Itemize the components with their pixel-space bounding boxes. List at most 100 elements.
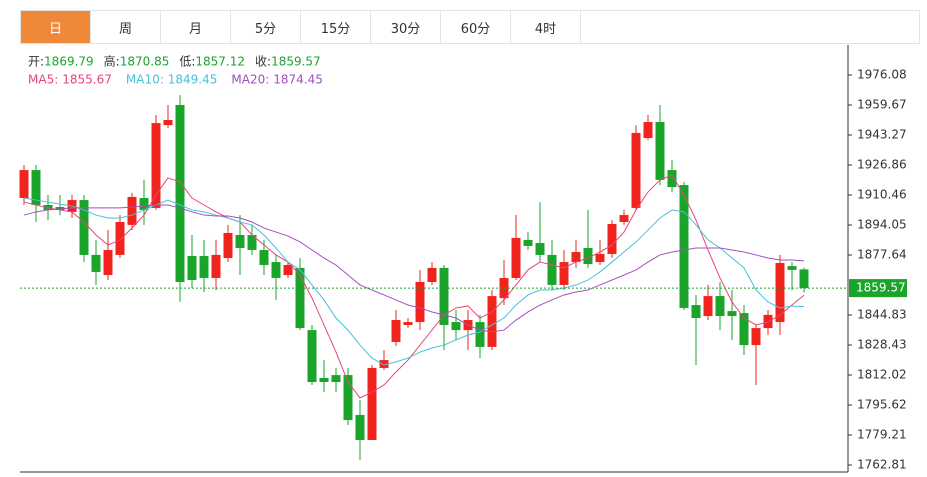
candle-body xyxy=(631,132,641,208)
candle-body xyxy=(607,224,617,255)
candle-body xyxy=(343,375,353,421)
candle-body xyxy=(751,328,761,346)
y-tick-label: 1828.43 xyxy=(857,338,907,352)
candle-body xyxy=(187,256,197,280)
y-tick-label: 1795.62 xyxy=(857,398,907,412)
legend-label: MA10: xyxy=(126,73,164,87)
legend-value: 1855.67 xyxy=(62,73,112,87)
candle-body xyxy=(739,313,749,346)
last-price-label: 1859.57 xyxy=(856,281,906,295)
candle-body xyxy=(79,200,89,255)
legend-label: MA20: xyxy=(231,73,269,87)
candle-body xyxy=(319,378,329,383)
legend-value: 1874.45 xyxy=(273,73,323,87)
candle-body xyxy=(703,296,713,317)
candle-body xyxy=(295,267,305,329)
period-tab[interactable]: 月 xyxy=(161,11,231,43)
candle-body xyxy=(199,256,209,278)
ohlc-value: 1859.57 xyxy=(271,55,321,69)
candle-body xyxy=(619,215,629,223)
candle-body xyxy=(367,367,377,440)
candle-body xyxy=(691,305,701,319)
candle-body xyxy=(247,234,257,250)
candle-body xyxy=(559,262,569,285)
y-tick-label: 1877.64 xyxy=(857,248,907,262)
candle-body xyxy=(439,267,449,325)
candle-body xyxy=(91,254,101,272)
period-tab[interactable]: 4时 xyxy=(511,11,581,43)
candle-body xyxy=(523,239,533,246)
ohlc-value: 1870.85 xyxy=(120,55,170,69)
legend-label: MA5: xyxy=(28,73,58,87)
candle-body xyxy=(571,251,581,263)
candle-body xyxy=(307,330,317,383)
candle-body xyxy=(331,375,341,383)
candle-body xyxy=(151,123,161,208)
candle-body xyxy=(127,196,137,225)
candle-body xyxy=(175,104,185,282)
ma-line xyxy=(23,204,805,333)
candle-body xyxy=(475,322,485,347)
candle-body xyxy=(451,322,461,331)
last-price-box xyxy=(849,279,907,298)
y-tick-label: 1976.08 xyxy=(857,68,907,82)
candle-body xyxy=(271,262,281,278)
candle-body xyxy=(487,296,497,347)
ohlc-value: 1869.79 xyxy=(44,55,94,69)
candle-body xyxy=(427,267,437,282)
candle-body xyxy=(595,254,605,263)
tab-bar: 日周月 5分 15分 30分 60分 4时 xyxy=(20,10,920,44)
candle-body xyxy=(655,121,665,180)
y-tick-label: 1844.83 xyxy=(857,308,907,322)
candle-body xyxy=(103,249,113,276)
period-tab[interactable]: 5分 xyxy=(231,11,301,43)
y-tick-label: 1812.02 xyxy=(857,368,907,382)
candle-body xyxy=(415,281,425,323)
candle-body xyxy=(379,360,389,368)
y-tick-label: 1943.27 xyxy=(857,128,907,142)
period-tab[interactable]: 60分 xyxy=(441,11,511,43)
candle-body xyxy=(211,254,221,278)
candle-body xyxy=(259,249,269,265)
y-tick-label: 1779.21 xyxy=(857,428,907,442)
ohlc-label: 低: xyxy=(179,55,195,69)
candle-body xyxy=(799,269,809,289)
ohlc-value: 1857.12 xyxy=(195,55,245,69)
candle-body xyxy=(403,322,413,325)
candle-body xyxy=(163,119,173,126)
candle-body xyxy=(715,296,725,317)
candle-body xyxy=(235,234,245,248)
candle-body xyxy=(679,185,689,308)
y-tick-label: 1959.67 xyxy=(857,98,907,112)
candle-body xyxy=(547,254,557,285)
candle-body xyxy=(223,232,233,259)
candle-body xyxy=(727,311,737,317)
candle-body xyxy=(355,414,365,440)
candle-body xyxy=(55,207,65,210)
y-tick-label: 1910.46 xyxy=(857,188,907,202)
candle-body xyxy=(19,170,29,199)
candle-body xyxy=(391,320,401,342)
y-tick-label: 1762.81 xyxy=(857,458,907,472)
ohlc-label: 高: xyxy=(104,54,120,69)
candle-body xyxy=(139,198,149,210)
candle-body xyxy=(511,237,521,278)
ma-line xyxy=(23,197,805,366)
candle-body xyxy=(31,170,41,205)
candle-body xyxy=(115,222,125,255)
ohlc-label: 收: xyxy=(255,55,271,69)
legend-value: 1849.45 xyxy=(168,73,218,87)
candle-body xyxy=(775,262,785,323)
y-tick-label: 1894.05 xyxy=(857,218,907,232)
period-tab[interactable]: 30分 xyxy=(371,11,441,43)
period-tab[interactable]: 周 xyxy=(91,11,161,43)
y-tick-label: 1926.86 xyxy=(857,158,907,172)
period-tab[interactable]: 15分 xyxy=(301,11,371,43)
ohlc-label: 开: xyxy=(28,55,44,69)
candle-body xyxy=(667,170,677,188)
candle-body xyxy=(787,266,797,270)
candle-body xyxy=(643,121,653,139)
period-tab[interactable]: 日 xyxy=(21,11,91,43)
